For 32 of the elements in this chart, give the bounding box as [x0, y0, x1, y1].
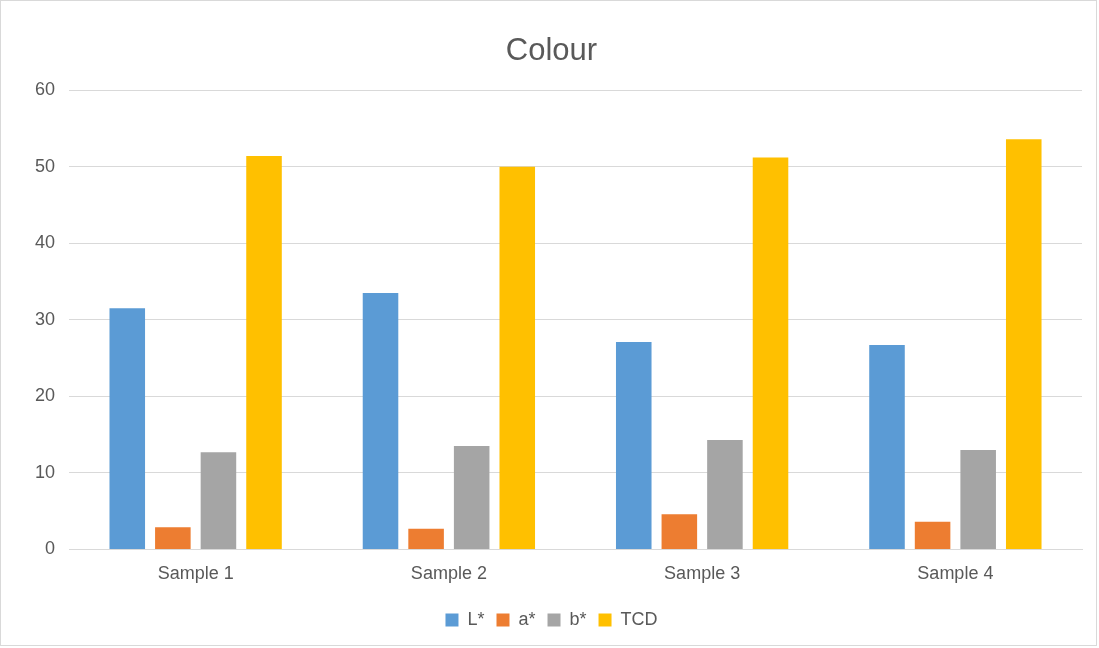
y-tick-label: 60 — [34, 79, 56, 100]
y-tick-label: 10 — [34, 461, 56, 482]
legend-label: L* — [467, 608, 485, 629]
x-tick-label: Sample 1 — [157, 563, 234, 584]
y-tick-label: 30 — [34, 308, 56, 329]
bar — [960, 449, 996, 549]
legend-label: b* — [569, 608, 587, 629]
bar — [869, 345, 905, 549]
y-tick-label: 50 — [34, 155, 56, 176]
legend-label: a* — [518, 608, 536, 629]
bar — [661, 514, 698, 549]
bar — [109, 308, 146, 549]
y-tick-label: 0 — [45, 538, 56, 559]
x-tick-label: Sample 3 — [664, 563, 741, 584]
x-tick-label: Sample 4 — [917, 563, 994, 584]
y-tick-label: 20 — [34, 385, 56, 406]
x-tick-label: Sample 2 — [410, 563, 487, 584]
bar — [453, 446, 490, 549]
bar — [1005, 139, 1042, 549]
bar — [246, 156, 282, 549]
bar — [155, 527, 191, 549]
bar — [615, 342, 652, 549]
bar — [408, 528, 444, 549]
bar — [707, 439, 743, 549]
bar — [752, 157, 789, 549]
bar — [499, 166, 536, 549]
legend-label: TCD — [620, 608, 658, 629]
chart-title: Colour — [505, 32, 598, 68]
bar — [200, 452, 237, 549]
bar — [362, 293, 399, 549]
y-tick-label: 40 — [34, 232, 56, 253]
bar — [914, 521, 951, 549]
